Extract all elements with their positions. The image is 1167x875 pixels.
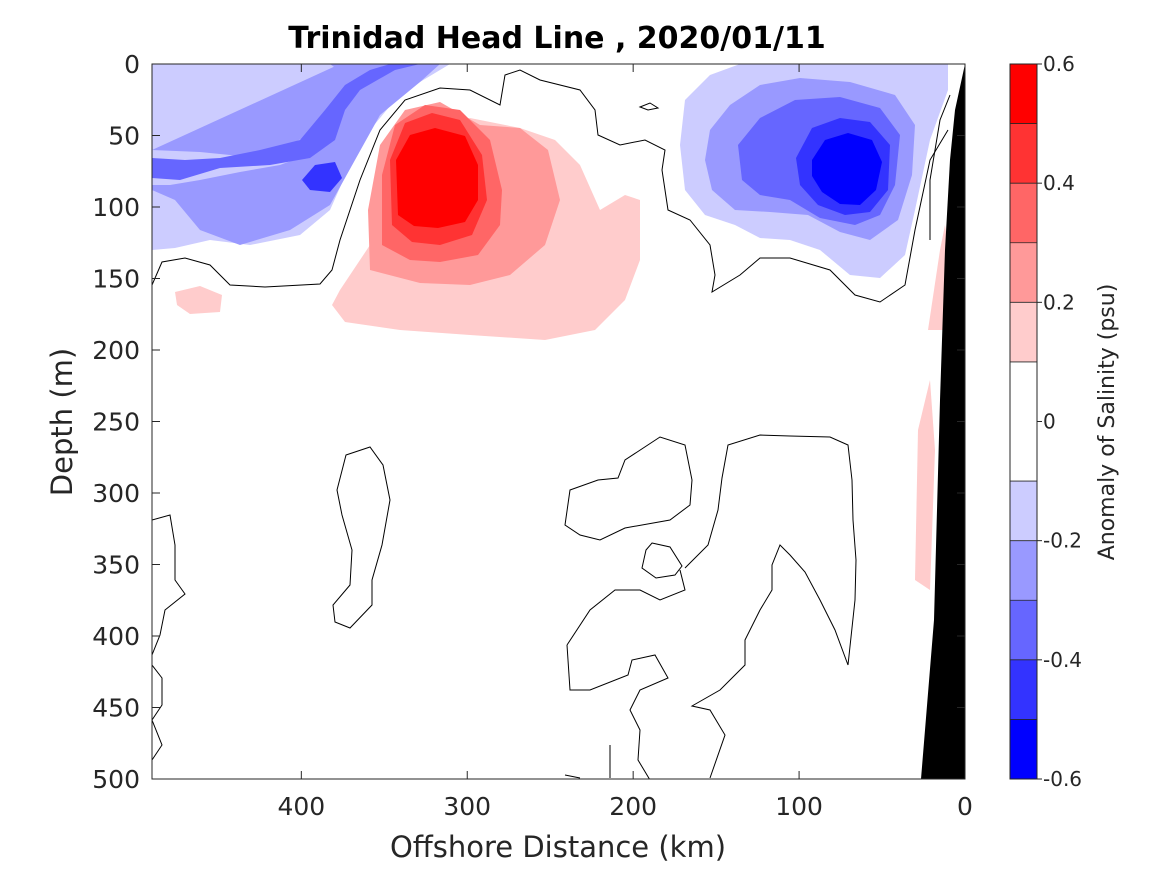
colorbar-tick-label: 0.2 xyxy=(1043,290,1075,314)
x-tick-label: 300 xyxy=(443,792,491,821)
zero-contour-lines xyxy=(152,69,951,779)
y-tick-label: 350 xyxy=(92,551,140,580)
x-tick-label: 0 xyxy=(957,792,973,821)
colorbar-segment xyxy=(1010,481,1037,541)
x-tick-label: 100 xyxy=(775,792,823,821)
colorbar-label: Anomaly of Salinity (psu) xyxy=(1095,284,1120,561)
colorbar-segment xyxy=(1010,719,1037,779)
colorbar-tick-label: 0.4 xyxy=(1043,171,1075,195)
y-tick-label: 0 xyxy=(124,50,140,79)
contour-fill-pos-05 xyxy=(396,128,478,228)
chart-title: Trinidad Head Line , 2020/01/11 xyxy=(288,21,825,56)
colorbar-segment xyxy=(1010,242,1037,303)
y-tick-label: 500 xyxy=(92,765,140,794)
colorbar-segment xyxy=(1010,302,1037,362)
y-tick-label: 300 xyxy=(92,479,140,508)
colorbar-tick-label: -0.2 xyxy=(1043,529,1082,553)
colorbar-segment xyxy=(1010,361,1037,482)
y-tick-label: 400 xyxy=(92,622,140,651)
colorbar-tick-label: 0 xyxy=(1043,410,1056,434)
colorbar-segment xyxy=(1010,123,1037,184)
y-tick-label: 250 xyxy=(92,408,140,437)
x-tick-label: 400 xyxy=(277,792,325,821)
y-tick-label: 150 xyxy=(92,265,140,294)
colorbar: 0.6 0.4 0.2 0 -0.2 -0.4 -0.6 xyxy=(1009,52,1082,791)
contour-fill-pos-01d xyxy=(915,380,935,590)
contour-fill-neg-04 xyxy=(302,162,342,192)
colorbar-tick-label: 0.6 xyxy=(1043,52,1075,76)
colorbar-segment xyxy=(1010,540,1037,601)
contour-fill-neg-02 xyxy=(152,64,440,245)
y-tick-label: 100 xyxy=(92,193,140,222)
y-axis-label: Depth (m) xyxy=(45,348,79,496)
x-tick-label: 200 xyxy=(609,792,657,821)
colorbar-segment xyxy=(1010,183,1037,243)
y-tick-label: 50 xyxy=(108,122,140,151)
y-tick-label: 450 xyxy=(92,694,140,723)
contour-fills xyxy=(152,64,965,779)
y-axis: 0 50 100 150 200 250 300 350 400 450 500 xyxy=(92,50,965,794)
x-axis-label: Offshore Distance (km) xyxy=(390,830,726,864)
contour-fill-neg-near-05 xyxy=(812,133,882,205)
y-tick-label: 200 xyxy=(92,336,140,365)
bathymetry-mask xyxy=(921,64,965,779)
contour-fill-pos-01b xyxy=(175,286,222,314)
colorbar-segment xyxy=(1010,600,1037,660)
x-axis: 400 300 200 100 0 xyxy=(277,64,973,821)
colorbar-tick-label: -0.6 xyxy=(1043,767,1082,791)
colorbar-segment xyxy=(1010,64,1037,124)
contour-fill-neg-03 xyxy=(152,64,420,180)
colorbar-tick-label: -0.4 xyxy=(1043,648,1082,672)
colorbar-segment xyxy=(1010,659,1037,720)
